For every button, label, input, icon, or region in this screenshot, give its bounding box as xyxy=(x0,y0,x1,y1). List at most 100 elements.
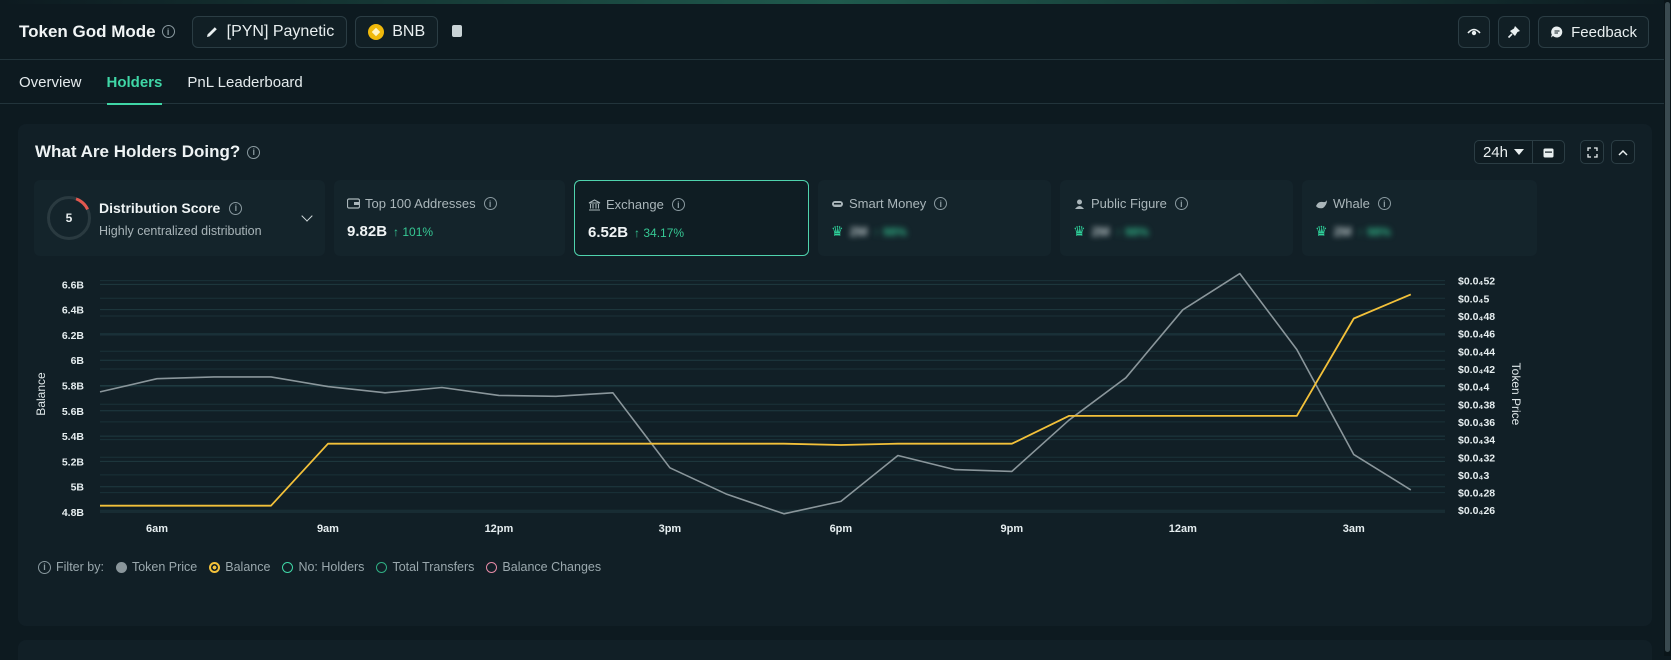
pin-icon xyxy=(1508,26,1521,39)
chain-selector[interactable]: BNB xyxy=(355,15,439,48)
card-smart-money[interactable]: Smart Money i ♛ 2M ↑ 98% xyxy=(818,180,1051,256)
legend-balance-changes[interactable]: Balance Changes xyxy=(486,560,601,574)
feedback-label: Feedback xyxy=(1571,23,1637,41)
y2-tick-label: $0.0₄52 xyxy=(1458,276,1495,288)
info-icon[interactable]: i xyxy=(934,197,948,210)
distribution-score-title: Distribution Score i xyxy=(99,200,243,216)
time-range-dropdown[interactable]: 24h xyxy=(1475,144,1532,161)
y-tick-label: 4.8B xyxy=(62,507,85,519)
card-label: Whale xyxy=(1333,196,1370,211)
eye-icon xyxy=(1467,28,1481,36)
smart-money-icon xyxy=(832,200,843,207)
distribution-score-ring: 5 xyxy=(47,196,91,240)
y2-tick-label: $0.0₄42 xyxy=(1458,364,1495,376)
info-icon[interactable]: i xyxy=(671,198,685,211)
app-header: Token God Mode i [PYN] Paynetic BNB Feed… xyxy=(0,4,1671,60)
filter-by-label: i Filter by: xyxy=(38,560,104,574)
watch-button[interactable] xyxy=(1458,16,1491,48)
info-icon[interactable]: i xyxy=(38,560,51,574)
tab-overview[interactable]: Overview xyxy=(19,74,82,91)
panel-title: What Are Holders Doing? i xyxy=(35,142,261,162)
info-icon[interactable]: i xyxy=(161,25,175,38)
y-tick-label: 6.6B xyxy=(62,279,85,291)
distribution-score-title-text: Distribution Score xyxy=(99,200,221,216)
card-value-locked: 2M xyxy=(1333,224,1352,239)
card-value: 9.82B xyxy=(347,223,388,240)
copy-icon[interactable] xyxy=(450,24,463,39)
card-public-figure[interactable]: Public Figure i ♛ 2M ↑ 98% xyxy=(1060,180,1293,256)
page-scrollbar[interactable] xyxy=(1664,0,1671,656)
calendar-icon xyxy=(1543,148,1554,157)
distribution-score-card[interactable]: 5 Distribution Score i Highly centralized… xyxy=(34,180,325,256)
caret-down-icon xyxy=(1514,149,1524,155)
y2-axis-label: Token Price xyxy=(1509,363,1523,426)
legend-swatch xyxy=(376,561,388,573)
card-label: Exchange xyxy=(606,197,664,212)
card-value: 6.52B xyxy=(588,224,629,241)
x-tick-label: 12am xyxy=(1169,523,1197,535)
info-icon[interactable]: i xyxy=(483,197,497,210)
info-icon[interactable]: i xyxy=(229,201,243,215)
y-tick-label: 6B xyxy=(71,355,85,367)
collapse-button[interactable] xyxy=(1611,140,1635,164)
next-panel-edge xyxy=(18,640,1652,660)
time-range-select[interactable]: 24h xyxy=(1473,140,1565,164)
x-tick-label: 3am xyxy=(1343,523,1365,535)
panel-controls: 24h xyxy=(1473,140,1635,164)
y2-tick-label: $0.0₄26 xyxy=(1458,505,1495,517)
crown-icon: ♛ xyxy=(1073,223,1086,239)
card-label: Public Figure xyxy=(1091,196,1167,211)
chat-icon xyxy=(1551,26,1563,38)
calendar-button[interactable] xyxy=(1532,141,1564,163)
chevron-up-icon xyxy=(1618,149,1628,156)
tab-holders[interactable]: Holders xyxy=(106,61,162,105)
top-accent-line xyxy=(0,0,1671,4)
card-change-locked: ↑ 98% xyxy=(873,224,907,239)
y-tick-label: 5.2B xyxy=(62,456,85,468)
y2-tick-label: $0.0₄38 xyxy=(1458,399,1495,411)
y2-tick-label: $0.0₄3 xyxy=(1458,470,1489,482)
balance-series-line xyxy=(100,293,1412,507)
panel-title-text: What Are Holders Doing? xyxy=(35,142,241,161)
card-label: Smart Money xyxy=(849,196,927,211)
x-tick-label: 6pm xyxy=(830,523,853,535)
legend-balance[interactable]: Balance xyxy=(209,560,270,574)
card-change: ↑ 34.17% xyxy=(634,225,685,240)
y2-tick-label: $0.0₄4 xyxy=(1458,382,1489,394)
whale-icon xyxy=(1316,199,1327,208)
x-tick-label: 12pm xyxy=(485,523,514,535)
info-icon[interactable]: i xyxy=(1377,197,1391,210)
info-icon[interactable]: i xyxy=(1174,197,1188,210)
expand-button[interactable] xyxy=(1580,140,1604,164)
legend-swatch xyxy=(282,561,294,573)
crown-icon: ♛ xyxy=(1315,223,1328,239)
legend-token-price[interactable]: Token Price xyxy=(115,560,197,574)
legend-no-holders[interactable]: No: Holders xyxy=(282,560,364,574)
card-whale[interactable]: Whale i ♛ 2M ↑ 98% xyxy=(1302,180,1537,256)
chain-label: BNB xyxy=(392,22,426,40)
y2-tick-label: $0.0₄46 xyxy=(1458,329,1495,341)
y-tick-label: 5B xyxy=(71,482,85,494)
token-selector[interactable]: [PYN] Paynetic xyxy=(191,15,348,48)
tab-bar: Overview Holders PnL Leaderboard xyxy=(0,61,1671,105)
card-value-locked: 2M xyxy=(849,224,868,239)
tab-pnl-leaderboard[interactable]: PnL Leaderboard xyxy=(187,74,303,91)
feedback-button[interactable]: Feedback xyxy=(1538,16,1649,48)
x-tick-label: 3pm xyxy=(659,523,682,535)
y-tick-label: 6.4B xyxy=(62,305,85,317)
y-tick-label: 5.4B xyxy=(62,431,85,443)
x-tick-label: 6am xyxy=(146,523,168,535)
pin-button[interactable] xyxy=(1498,16,1531,48)
card-exchange[interactable]: Exchange i 6.52B ↑ 34.17% xyxy=(574,180,809,256)
legend-label: Total Transfers xyxy=(392,560,475,574)
y-axis-label: Balance xyxy=(34,372,48,416)
legend-total-transfers[interactable]: Total Transfers xyxy=(376,560,474,574)
filter-by-text: Filter by: xyxy=(56,560,104,574)
distribution-score-subtitle: Highly centralized distribution xyxy=(99,224,262,238)
x-tick-label: 9am xyxy=(317,523,339,535)
expand-icon xyxy=(1586,146,1598,158)
card-change-locked: ↑ 98% xyxy=(1115,224,1149,239)
card-change: ↑ 101% xyxy=(393,224,434,239)
card-top-100-addresses[interactable]: Top 100 Addresses i 9.82B ↑ 101% xyxy=(334,180,565,256)
info-icon[interactable]: i xyxy=(247,145,261,159)
